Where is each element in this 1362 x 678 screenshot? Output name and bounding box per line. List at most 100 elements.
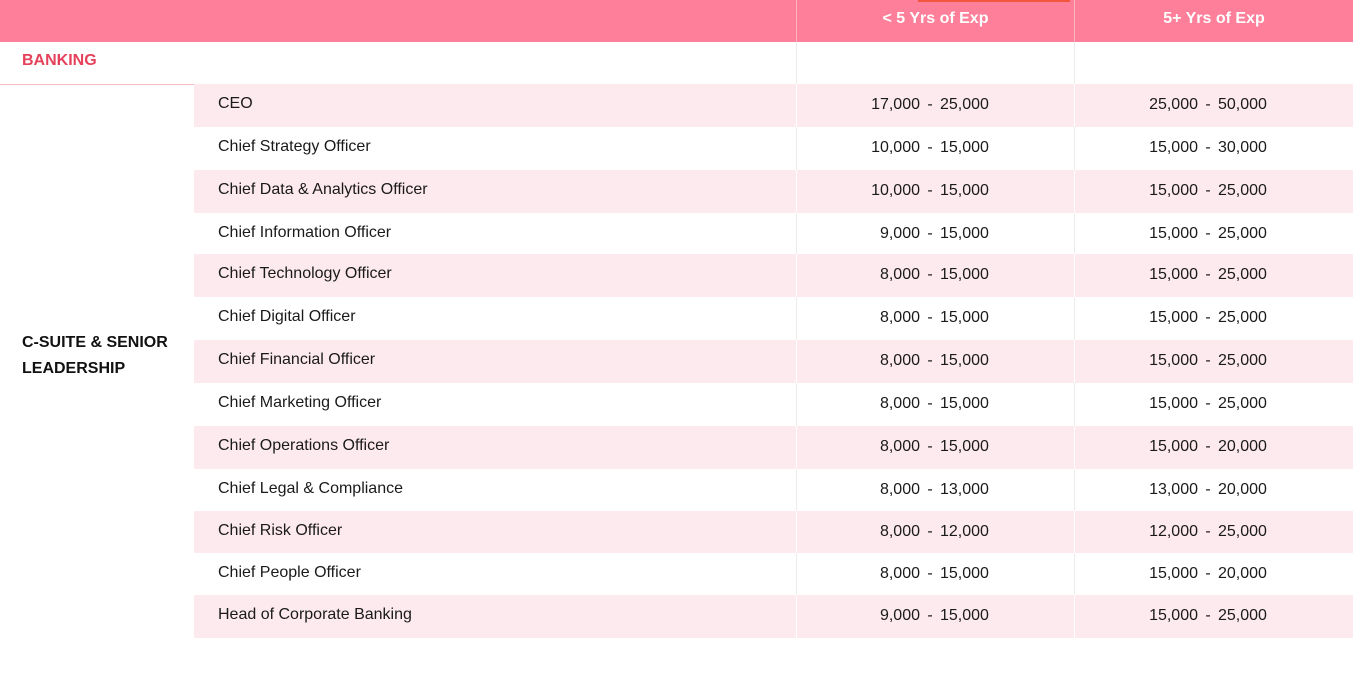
range-high: 15,000 [940, 225, 989, 242]
range-low: 15,000 [1149, 139, 1198, 156]
role-name: Head of Corporate Banking [218, 606, 412, 623]
range-separator: - [1205, 309, 1211, 326]
column-divider [796, 127, 797, 170]
column-divider [1074, 254, 1075, 297]
range-high: 20,000 [1218, 438, 1267, 455]
range-high: 12,000 [940, 523, 989, 540]
range-high: 25,000 [1218, 266, 1267, 283]
range-high: 13,000 [940, 481, 989, 498]
salary-range-under5: 10,000-15,000 [864, 182, 994, 200]
range-separator: - [927, 139, 933, 156]
range-low: 9,000 [879, 607, 920, 624]
salary-range-over5: 15,000-25,000 [1142, 266, 1272, 284]
role-name: Chief Risk Officer [218, 522, 343, 539]
salary-range-over5: 15,000-20,000 [1142, 438, 1272, 456]
range-low: 10,000 [871, 139, 920, 156]
role-name: Chief Marketing Officer [218, 394, 382, 411]
range-low: 8,000 [879, 481, 920, 498]
column-divider [1074, 170, 1075, 213]
role-name: Chief Strategy Officer [218, 138, 371, 155]
range-low: 12,000 [1149, 523, 1198, 540]
range-separator: - [1205, 481, 1211, 498]
header-divider [1074, 0, 1075, 42]
range-low: 15,000 [1149, 395, 1198, 412]
range-separator: - [1205, 182, 1211, 199]
range-low: 17,000 [871, 96, 920, 113]
range-separator: - [927, 607, 933, 624]
column-divider [796, 595, 797, 638]
table-row: Chief Technology Officer 8,000-15,000 15,0… [194, 254, 1353, 297]
range-high: 30,000 [1218, 139, 1267, 156]
range-high: 15,000 [940, 309, 989, 326]
range-separator: - [927, 309, 933, 326]
salary-range-under5: 8,000-15,000 [864, 352, 994, 370]
column-divider [1074, 383, 1075, 426]
range-separator: - [1205, 225, 1211, 242]
section-title: BANKING [22, 52, 97, 69]
range-high: 25,000 [940, 96, 989, 113]
table-row: Chief People Officer 8,000-15,000 15,000-2… [194, 553, 1353, 596]
salary-range-under5: 8,000-15,000 [864, 309, 994, 327]
header-col-role [0, 0, 796, 42]
range-separator: - [1205, 395, 1211, 412]
salary-range-over5: 15,000-25,000 [1142, 395, 1272, 413]
range-separator: - [927, 266, 933, 283]
table-row: Chief Risk Officer 8,000-12,000 12,000-25,… [194, 511, 1353, 554]
range-separator: - [927, 481, 933, 498]
range-low: 13,000 [1149, 481, 1198, 498]
range-high: 15,000 [940, 438, 989, 455]
range-low: 8,000 [879, 523, 920, 540]
header-accent-bar [918, 0, 1070, 2]
range-high: 15,000 [940, 139, 989, 156]
salary-range-over5: 13,000-20,000 [1142, 481, 1272, 499]
range-separator: - [1205, 96, 1211, 113]
role-name: Chief Digital Officer [218, 308, 356, 325]
range-high: 15,000 [940, 607, 989, 624]
range-separator: - [1205, 139, 1211, 156]
range-separator: - [927, 438, 933, 455]
role-name: Chief Technology Officer [218, 265, 392, 282]
range-low: 15,000 [1149, 225, 1198, 242]
column-divider [796, 213, 797, 256]
salary-range-under5: 8,000-15,000 [864, 438, 994, 456]
range-separator: - [927, 395, 933, 412]
range-low: 15,000 [1149, 309, 1198, 326]
table-row: Chief Operations Officer 8,000-15,000 15,0… [194, 426, 1353, 469]
range-low: 8,000 [879, 438, 920, 455]
range-separator: - [927, 352, 933, 369]
salary-range-over5: 15,000-20,000 [1142, 565, 1272, 583]
salary-range-under5: 8,000-13,000 [864, 481, 994, 499]
range-low: 15,000 [1149, 266, 1198, 283]
range-low: 25,000 [1149, 96, 1198, 113]
range-high: 15,000 [940, 266, 989, 283]
range-low: 15,000 [1149, 607, 1198, 624]
salary-range-under5: 10,000-15,000 [864, 139, 994, 157]
salary-range-over5: 15,000-25,000 [1142, 352, 1272, 370]
salary-range-under5: 17,000-25,000 [864, 96, 994, 114]
table-row: Chief Information Officer 9,000-15,000 15,… [194, 213, 1353, 256]
column-divider [1074, 511, 1075, 554]
range-separator: - [927, 565, 933, 582]
header-divider [796, 0, 797, 42]
column-divider [796, 42, 797, 84]
range-high: 25,000 [1218, 395, 1267, 412]
role-name: Chief Operations Officer [218, 437, 390, 454]
column-divider [796, 84, 797, 127]
table-row: Chief Digital Officer 8,000-15,000 15,000-… [194, 297, 1353, 340]
column-divider [796, 511, 797, 554]
salary-range-over5: 25,000-50,000 [1142, 96, 1272, 114]
range-low: 8,000 [879, 352, 920, 369]
range-separator: - [927, 182, 933, 199]
range-separator: - [1205, 523, 1211, 540]
range-low: 9,000 [879, 225, 920, 242]
range-separator: - [927, 225, 933, 242]
range-high: 25,000 [1218, 523, 1267, 540]
range-high: 20,000 [1218, 565, 1267, 582]
column-divider [1074, 42, 1075, 84]
column-divider [1074, 553, 1075, 596]
table-header: < 5 Yrs of Exp 5+ Yrs of Exp [0, 0, 1353, 42]
range-high: 15,000 [940, 395, 989, 412]
header-col-over5: 5+ Yrs of Exp [1163, 10, 1265, 27]
column-divider [1074, 469, 1075, 512]
range-high: 25,000 [1218, 225, 1267, 242]
